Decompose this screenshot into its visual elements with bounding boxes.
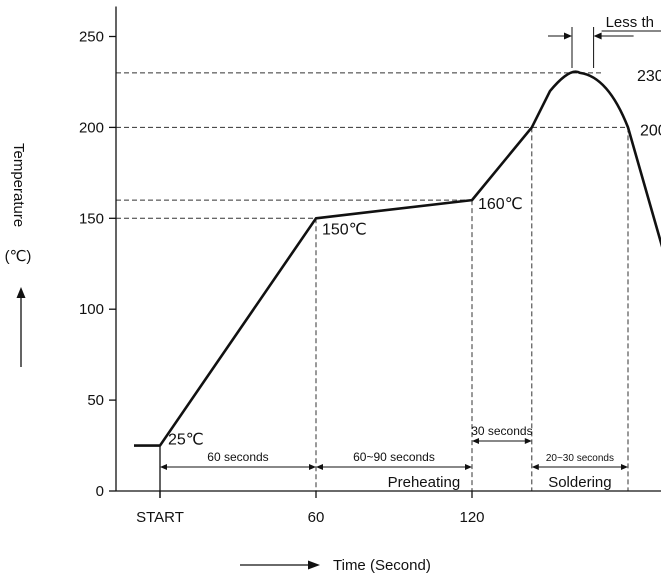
y-tick-label: 200 bbox=[79, 119, 104, 136]
arrowhead-left-icon bbox=[531, 464, 539, 470]
x-axis-arrow-icon bbox=[240, 560, 320, 570]
arrowhead-right-icon bbox=[465, 464, 472, 470]
arrowhead-left-icon bbox=[316, 464, 323, 470]
span-label: 20~30 seconds bbox=[546, 453, 614, 464]
point-labels: 25℃ 150℃ 160℃ 230℃ 200℃ bbox=[168, 68, 661, 449]
arrowhead-left-icon bbox=[593, 32, 602, 40]
top-note: Less th bbox=[548, 14, 661, 68]
phase-label: Preheating bbox=[388, 474, 461, 491]
point-label: 25℃ bbox=[168, 432, 204, 449]
phase-label: Soldering bbox=[548, 474, 611, 491]
y-axis-arrow-icon bbox=[16, 287, 26, 367]
point-label: 150℃ bbox=[322, 221, 367, 238]
span-label: 60 seconds bbox=[207, 450, 268, 464]
y-tick-label: 50 bbox=[87, 392, 104, 409]
y-axis-unit: (℃) bbox=[5, 248, 32, 265]
point-label: 230℃ bbox=[637, 68, 661, 85]
x-axis-ticks: START 60 120 bbox=[136, 491, 485, 526]
span-label: 60~90 seconds bbox=[353, 450, 435, 464]
y-tick-label: 250 bbox=[79, 29, 104, 46]
y-axis-ticks: 0 50 100 150 200 250 bbox=[79, 29, 116, 500]
arrowhead-left-icon bbox=[160, 464, 167, 470]
x-tick-label: 120 bbox=[459, 509, 484, 526]
temperature-profile-line bbox=[134, 70, 661, 447]
arrowhead-left-icon bbox=[472, 438, 479, 444]
vertical-guides bbox=[159, 127, 629, 498]
axes bbox=[115, 6, 661, 492]
x-axis-title: Time (Second) bbox=[333, 557, 431, 574]
arrowhead-right-icon bbox=[309, 464, 316, 470]
arrowhead-right-icon bbox=[621, 464, 628, 470]
y-tick-label: 150 bbox=[79, 210, 104, 227]
point-label: 160℃ bbox=[478, 196, 523, 213]
arrowhead-right-icon bbox=[524, 438, 532, 444]
span-label: 30 seconds bbox=[471, 424, 532, 438]
duration-spans: 60 seconds 60~90 seconds 30 seconds 20~30 s… bbox=[160, 424, 628, 470]
reference-lines bbox=[116, 72, 628, 219]
point-label: 200℃ bbox=[640, 122, 661, 139]
phase-labels: Preheating Soldering bbox=[388, 474, 612, 491]
y-tick-label: 0 bbox=[96, 483, 104, 500]
y-axis-title: Temperature bbox=[10, 143, 27, 227]
x-tick-label: 60 bbox=[308, 509, 325, 526]
x-tick-label: START bbox=[136, 509, 184, 526]
arrowhead-right-icon bbox=[564, 32, 572, 40]
y-tick-label: 100 bbox=[79, 301, 104, 318]
top-note-text: Less th bbox=[606, 14, 654, 31]
